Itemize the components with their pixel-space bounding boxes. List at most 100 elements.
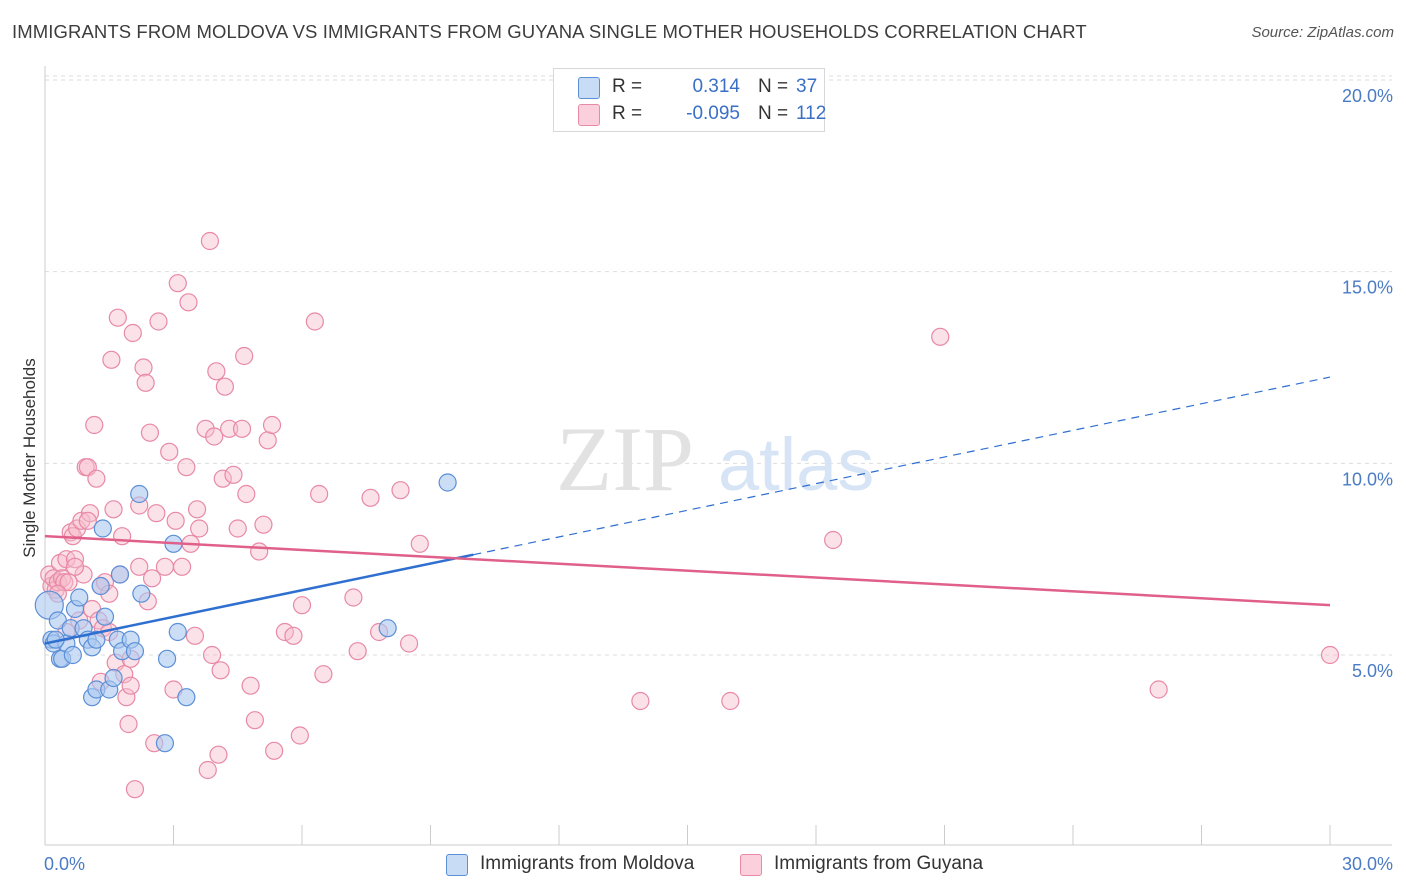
guyana-point [220, 419, 239, 438]
legend-r-value: -0.095 [686, 103, 740, 124]
legend-n-value: 112 [796, 103, 827, 124]
legend-swatch-guyana [578, 104, 600, 126]
moldova-point [110, 565, 130, 584]
guyana-point [117, 688, 136, 707]
guyana-point [262, 415, 282, 435]
moldova-point [177, 688, 196, 707]
guyana-point [123, 323, 142, 343]
moldova-point [132, 584, 151, 603]
legend-n-value: 37 [796, 76, 818, 97]
guyana-point [213, 469, 232, 488]
guyana-point [166, 511, 185, 530]
guyana-point [172, 557, 192, 576]
guyana-point [211, 661, 230, 680]
guyana-point [205, 427, 224, 446]
moldova-point [91, 576, 110, 596]
guyana-point [140, 423, 160, 442]
guyana-point [290, 726, 309, 745]
guyana-point [85, 415, 104, 435]
guyana-point [112, 527, 132, 546]
axis-labels: 5.0% 10.0% 15.0% 20.0% 0.0% 30.0% Single Mothe… [20, 86, 1393, 874]
guyana-point [348, 642, 367, 661]
guyana-point [198, 760, 217, 780]
guyana-point [200, 231, 220, 251]
guyana-point [130, 557, 149, 576]
moldova-point [438, 473, 457, 492]
guyana-point [134, 358, 153, 377]
y-tick-label: 15.0% [1342, 278, 1393, 298]
moldova-point [378, 619, 397, 638]
guyana-point [241, 676, 260, 695]
guyana-point [108, 308, 127, 327]
legend-r-value: 0.314 [692, 76, 740, 97]
moldova-point [95, 607, 115, 626]
guyana-point [410, 534, 429, 553]
guyana-point [314, 665, 333, 684]
guyana-point [149, 312, 168, 331]
guyana-point [250, 542, 269, 561]
bottom-legend-label-moldova: Immigrants from Moldova [480, 853, 695, 874]
bottom-legend-swatch-guyana [740, 854, 762, 876]
guyana-point [87, 469, 106, 488]
guyana-point [65, 557, 85, 576]
moldova-trendline-extension [473, 376, 1331, 556]
guyana-point [209, 745, 228, 764]
grid [45, 75, 1392, 656]
guyana-point [207, 362, 226, 381]
moldova-point [70, 588, 89, 607]
guyana-point [78, 511, 97, 530]
guyana-point [232, 419, 252, 438]
guyana-point [187, 500, 207, 519]
guyana-point [631, 691, 650, 711]
guyana-trendline [44, 534, 1331, 607]
guyana-point [258, 431, 277, 450]
watermark-zip: ZIP [556, 408, 694, 510]
guyana-point [228, 519, 247, 538]
source-label: Source: ZipAtlas.com [1251, 24, 1394, 41]
guyana-point [202, 645, 222, 665]
guyana-point [160, 442, 179, 461]
guyana-point [245, 711, 264, 730]
moldova-point [157, 649, 177, 668]
moldova-point [168, 622, 187, 642]
moldova-point [125, 642, 145, 661]
guyana-point [136, 373, 155, 392]
guyana-point [177, 458, 196, 477]
guyana-point [55, 573, 74, 592]
moldova-point [104, 668, 123, 688]
bottom-legend-guyana: Immigrants from Guyana [740, 852, 1010, 876]
moldova-point [87, 630, 106, 649]
legend-r-label: R = [612, 103, 643, 124]
guyana-point [59, 573, 78, 592]
moldova-point [155, 734, 175, 753]
guyana-point [155, 557, 175, 576]
guyana-point [292, 596, 312, 615]
guyana-point [102, 350, 121, 369]
legend-n-label: N = [758, 76, 789, 97]
correlation-legend: R = 0.314 N = 37 R = -0.095 N = 112 [553, 68, 827, 132]
moldova-points [34, 473, 457, 753]
guyana-point [391, 481, 410, 500]
watermark-atlas: atlas [718, 423, 874, 506]
guyana-point [265, 741, 284, 760]
guyana-point [168, 274, 187, 293]
guyana-point [1320, 645, 1340, 665]
y-tick-label: 20.0% [1342, 86, 1393, 106]
guyana-point [125, 780, 145, 799]
guyana-point [65, 550, 85, 569]
guyana-point [224, 465, 243, 484]
guyana-point [185, 626, 205, 645]
bottom-legend-moldova: Immigrants from Moldova [446, 852, 716, 876]
guyana-points [40, 231, 1340, 799]
moldova-point [93, 519, 112, 538]
guyana-point [235, 346, 254, 366]
guyana-point [931, 327, 950, 346]
guyana-point [179, 293, 198, 312]
legend-r-label: R = [612, 76, 643, 97]
guyana-point [399, 634, 419, 653]
guyana-point [119, 714, 138, 734]
guyana-point [344, 588, 363, 607]
guyana-point [254, 515, 273, 534]
guyana-point [142, 569, 162, 588]
